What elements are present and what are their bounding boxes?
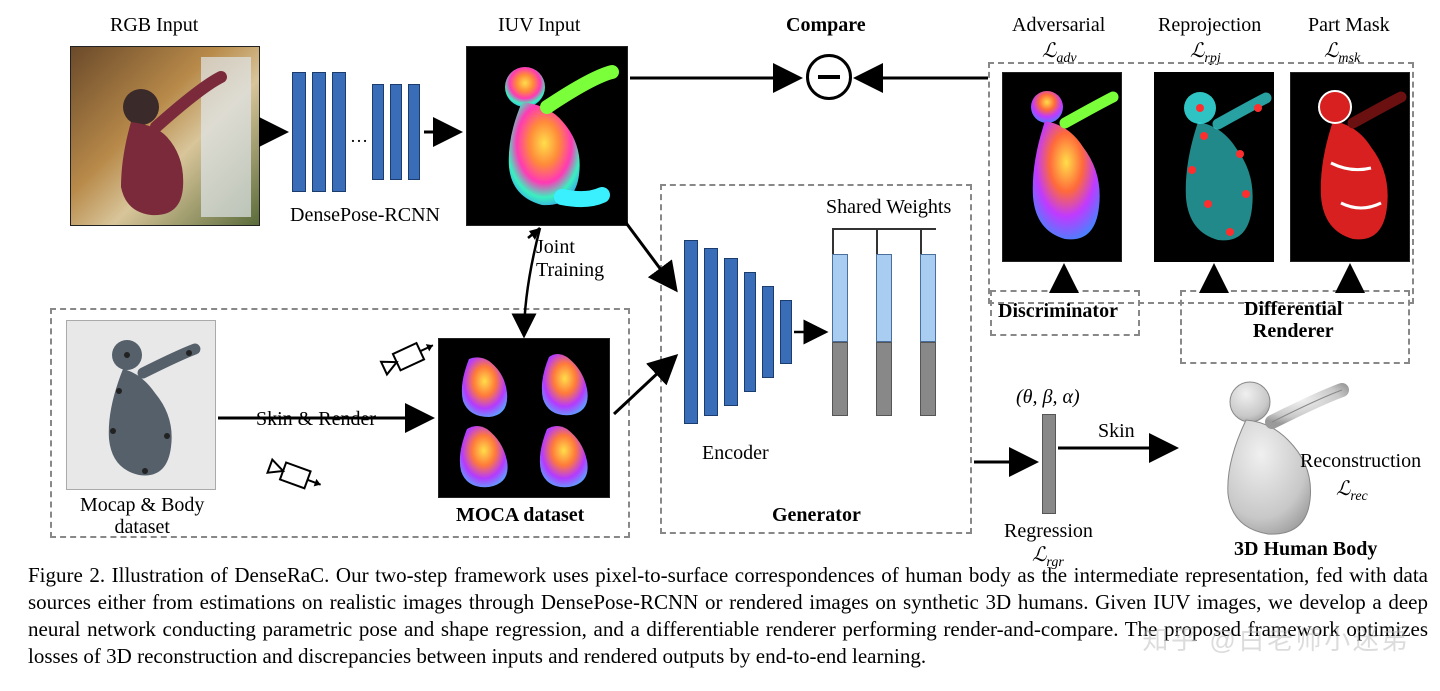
label-regression: Regression (1004, 520, 1093, 543)
reprojection-image (1154, 72, 1274, 262)
label-loss-rec: ℒrec (1336, 476, 1368, 505)
label-reprojection: Reprojection (1158, 14, 1261, 37)
label-discriminator: Discriminator (998, 300, 1118, 323)
label-joint-training: JointTraining (536, 236, 604, 282)
label-skin: Skin (1098, 420, 1135, 443)
label-partmask: Part Mask (1308, 14, 1390, 37)
label-params: (θ, β, α) (1016, 386, 1080, 409)
figure-number: Figure 2. (28, 563, 105, 587)
label-shared-weights: Shared Weights (826, 196, 951, 219)
label-3d-body: 3D Human Body (1234, 538, 1377, 561)
camera-icon-top (378, 336, 438, 380)
label-iuv-input: IUV Input (498, 14, 580, 37)
rgb-input-image (70, 46, 260, 226)
label-skin-render: Skin & Render (256, 408, 376, 431)
partmask-image (1290, 72, 1410, 262)
label-densepose-rcnn: DensePose-RCNN (290, 204, 440, 227)
param-vector (1042, 414, 1056, 514)
camera-icon-bottom (264, 454, 324, 498)
figure-caption: Figure 2. Illustration of DenseRaC. Our … (28, 562, 1428, 670)
adversarial-image (1002, 72, 1122, 262)
label-mocap-body: Mocap & Bodydataset (80, 494, 204, 538)
label-diff-renderer: DifferentialRenderer (1244, 298, 1343, 342)
diagram: RGB Input IUV Input Compare Adversarial … (0, 0, 1440, 560)
label-encoder: Encoder (702, 442, 769, 465)
label-generator: Generator (772, 504, 861, 527)
figure-caption-text: Illustration of DenseRaC. Our two-step f… (28, 563, 1428, 668)
label-rgb-input: RGB Input (110, 14, 198, 37)
moca-dataset-image (438, 338, 610, 498)
iuv-input-image (466, 46, 628, 226)
mocap-image (66, 320, 216, 490)
label-adversarial: Adversarial (1012, 14, 1105, 37)
compare-node (806, 54, 852, 100)
label-reconstruction: Reconstruction (1300, 450, 1421, 473)
label-compare: Compare (786, 14, 866, 37)
label-moca-dataset: MOCA dataset (456, 504, 584, 527)
